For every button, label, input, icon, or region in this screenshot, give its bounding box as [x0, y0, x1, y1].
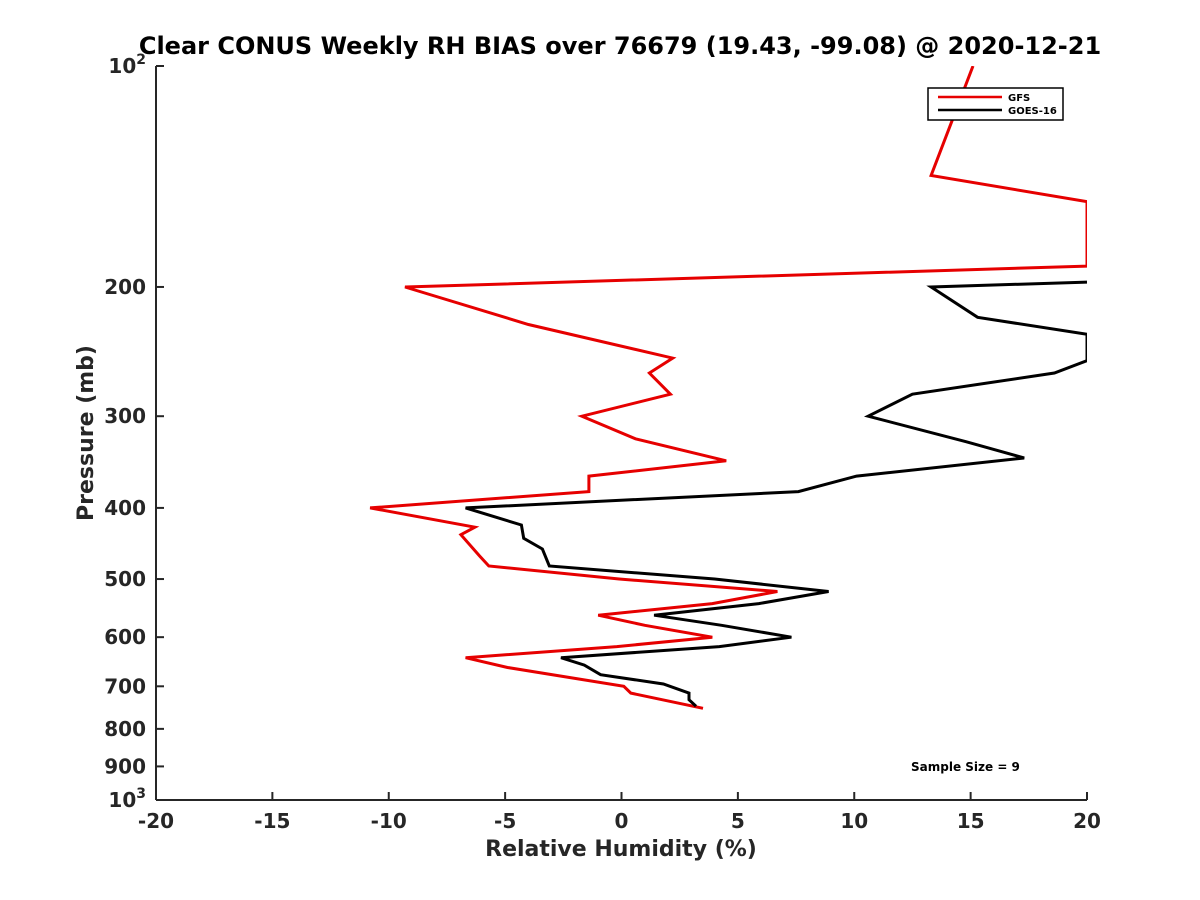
- legend: GFS GOES-16: [927, 87, 1064, 121]
- series-line-goes16: [465, 280, 1087, 708]
- x-tick-label: -20: [138, 809, 174, 833]
- y-ticks: 102 200 300 400 500 600 700 800 900 103: [104, 52, 164, 812]
- x-tick-label: 15: [957, 809, 985, 833]
- series-line-gfs: [369, 66, 1087, 710]
- x-tick-label: 20: [1073, 809, 1101, 833]
- y-tick-label: 300: [104, 404, 146, 428]
- y-tick-label: 102: [108, 52, 146, 78]
- y-axis-label: Pressure (mb): [74, 345, 99, 521]
- legend-box: [927, 87, 1064, 121]
- x-tick-label: -10: [371, 809, 407, 833]
- y-tick-label: 800: [104, 717, 146, 741]
- x-tick-label: 5: [731, 809, 745, 833]
- y-tick-label: 103: [108, 786, 146, 812]
- legend-label-gfs: GFS: [1008, 93, 1030, 104]
- y-tick-label: 600: [104, 625, 146, 649]
- x-tick-label: 0: [615, 809, 629, 833]
- y-tick-label: 400: [104, 496, 146, 520]
- x-axis-label: Relative Humidity (%): [485, 837, 757, 862]
- y-tick-label: 700: [104, 674, 146, 698]
- y-tick-label: 200: [104, 275, 146, 299]
- y-tick-label: 900: [104, 754, 146, 778]
- x-tick-label: -15: [254, 809, 290, 833]
- plot-lines: [369, 66, 1087, 710]
- x-tick-label: 10: [840, 809, 868, 833]
- y-tick-label: 500: [104, 567, 146, 591]
- legend-label-goes16: GOES-16: [1008, 106, 1057, 117]
- x-tick-label: -5: [494, 809, 516, 833]
- x-ticks: -20 -15 -10 -5 0 5 10 15 20: [138, 792, 1101, 833]
- sample-size-annotation: Sample Size = 9: [911, 760, 1020, 774]
- chart-title: Clear CONUS Weekly RH BIAS over 76679 (1…: [139, 32, 1101, 60]
